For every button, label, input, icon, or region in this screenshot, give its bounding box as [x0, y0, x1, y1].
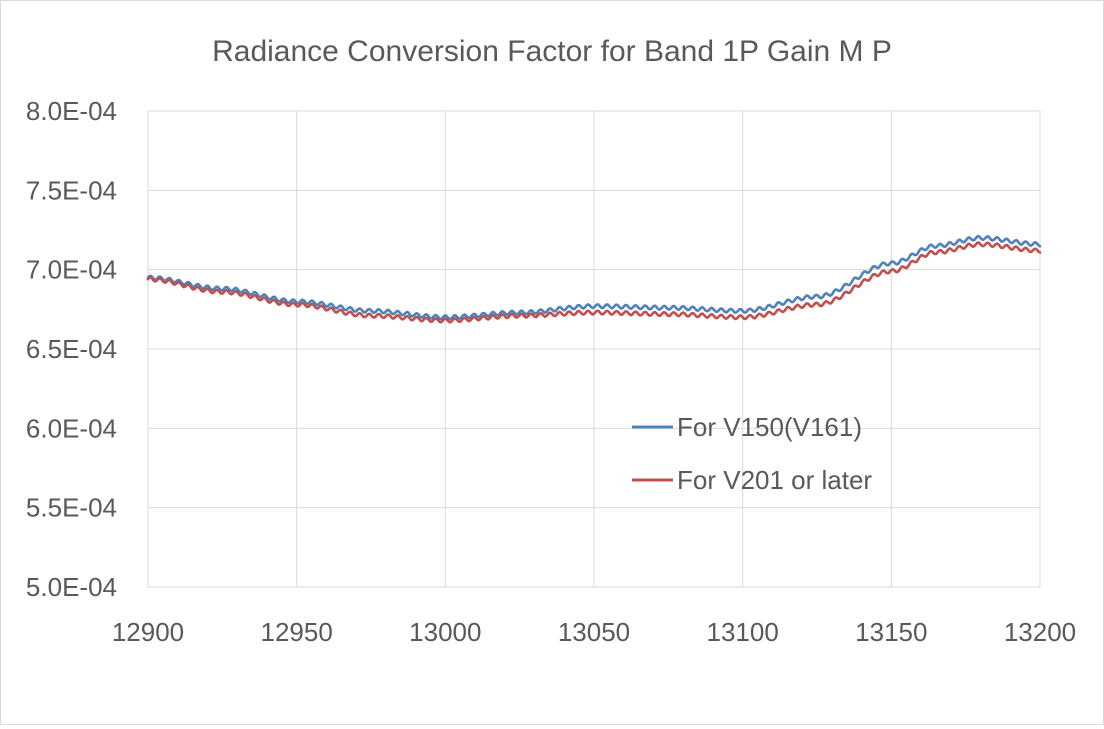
series-lines — [146, 235, 1042, 324]
gridlines — [147, 110, 1041, 588]
chart-title: Radiance Conversion Factor for Band 1P G… — [212, 35, 892, 68]
x-tick-label: 13150 — [855, 617, 927, 647]
y-tick-label: 7.5E-04 — [26, 175, 117, 205]
x-tick-label: 13200 — [1004, 617, 1076, 647]
y-tick-label: 6.0E-04 — [26, 413, 117, 443]
y-tick-label: 5.0E-04 — [26, 572, 117, 602]
x-tick-label: 13000 — [409, 617, 481, 647]
x-tick-label: 12950 — [261, 617, 333, 647]
x-tick-label: 13100 — [707, 617, 779, 647]
y-axis-ticks: 5.0E-04 5.5E-04 6.0E-04 6.5E-04 7.0E-04 7.5E-… — [26, 96, 117, 602]
y-tick-label: 8.0E-04 — [26, 96, 117, 126]
x-axis-ticks: 12900 12950 13000 13050 13100 13150 13200 — [112, 617, 1076, 647]
legend-label: For V150(V161) — [677, 412, 862, 442]
x-tick-label: 13050 — [558, 617, 630, 647]
series-line-1 — [146, 235, 1042, 321]
series-line-2 — [146, 241, 1042, 324]
legend-label: For V201 or later — [677, 465, 872, 495]
y-tick-label: 6.5E-04 — [26, 334, 117, 364]
legend: For V150(V161) For V201 or later — [632, 412, 872, 495]
y-tick-label: 7.0E-04 — [26, 255, 117, 285]
x-tick-label: 12900 — [112, 617, 184, 647]
y-tick-label: 5.5E-04 — [26, 493, 117, 523]
plot-area — [147, 110, 1041, 588]
